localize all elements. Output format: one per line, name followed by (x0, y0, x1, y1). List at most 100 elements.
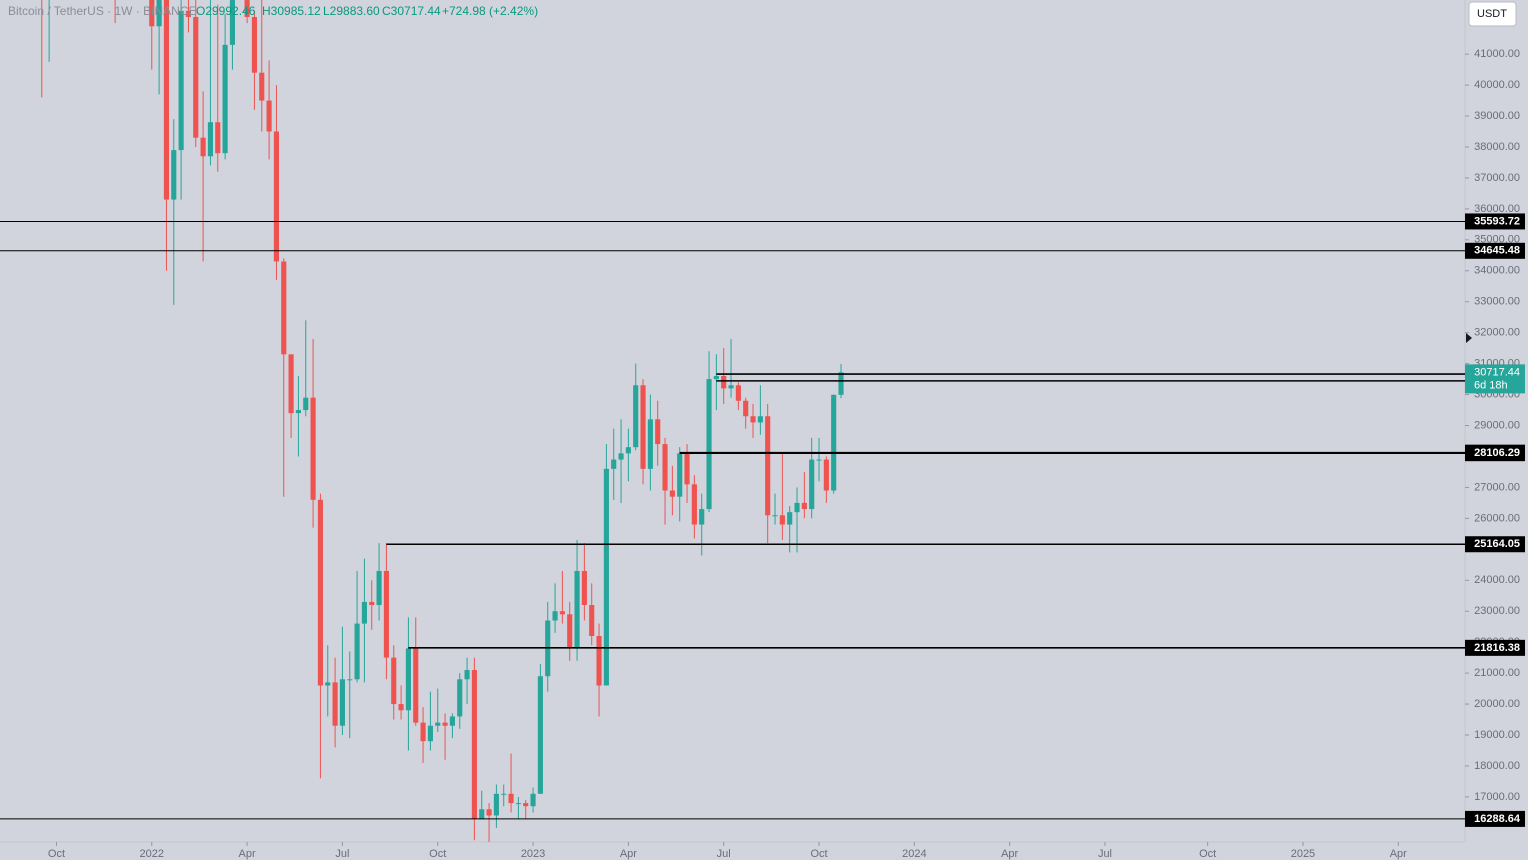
candle-body (251, 16, 257, 73)
candle-body (325, 682, 331, 686)
level-label-bg (1465, 213, 1525, 230)
y-tick-label: 36000.00 (1474, 203, 1520, 215)
candle-body (581, 570, 587, 606)
candle-body (244, 0, 250, 17)
open-value: O29992.46 (196, 4, 256, 18)
y-tick-label: 17000.00 (1474, 791, 1520, 803)
candle-body (640, 385, 646, 469)
candle-body (772, 515, 778, 517)
scroll-marker (1466, 333, 1472, 343)
currency-button-bg[interactable] (1468, 1, 1517, 27)
level-label-bg (1465, 810, 1525, 827)
candle-body (655, 419, 661, 445)
candle-body (735, 385, 741, 401)
header: Bitcoin / TetherUS · 1W · BINANCE O29992… (8, 4, 538, 18)
candle-body (398, 704, 404, 711)
candle-body (508, 793, 514, 804)
high-value: H30985.12 (262, 4, 321, 18)
candle-body (603, 468, 609, 686)
candle-body (787, 512, 793, 525)
candle-body (449, 716, 455, 726)
symbol-title: Bitcoin / TetherUS · 1W · BINANCE (8, 4, 197, 18)
level-label: 35593.72 (1474, 215, 1520, 227)
candle-body (369, 601, 375, 606)
x-tick-label: 2024 (902, 848, 926, 860)
currency-button[interactable]: USDT (1468, 1, 1517, 27)
y-tick-label: 35000.00 (1474, 234, 1520, 246)
y-tick-label: 38000.00 (1474, 141, 1520, 153)
last-price-bg (1465, 364, 1525, 394)
candle-body (486, 809, 492, 816)
candle-body (178, 10, 184, 151)
x-tick-label: Oct (810, 848, 827, 860)
currency-label[interactable]: USDT (1477, 8, 1507, 20)
bar-countdown: 6d 18h (1474, 379, 1508, 391)
candle-body (831, 394, 837, 491)
candle-body (215, 122, 221, 154)
candle-body (281, 261, 287, 355)
level-label: 28106.29 (1474, 447, 1520, 459)
candle-body (266, 100, 272, 132)
candle-body (332, 682, 338, 726)
x-tick-label: Apr (1001, 848, 1018, 860)
candle-body (413, 648, 419, 723)
candle-body (339, 679, 345, 726)
x-tick-label: Jul (717, 848, 731, 860)
candle-body (207, 122, 214, 157)
y-tick-label: 41000.00 (1474, 48, 1520, 60)
candle-body (420, 722, 426, 742)
candle-body (589, 605, 595, 636)
x-tick-label: Apr (1390, 848, 1407, 860)
candle-body (633, 385, 639, 448)
candle-body (310, 397, 316, 500)
change-value: +724.98 (+2.42%) (442, 4, 538, 18)
x-tick-label: Oct (48, 848, 65, 860)
candle-body (501, 793, 507, 795)
y-tick-label: 21000.00 (1474, 667, 1520, 679)
candle-body (442, 722, 448, 726)
candle-body (713, 376, 719, 380)
candle-body (259, 72, 265, 101)
candle-body (303, 397, 309, 411)
candle-body (229, 0, 236, 45)
candle-body (171, 150, 177, 200)
candle-body (779, 515, 785, 525)
candle-body (559, 611, 565, 615)
level-label-bg (1465, 536, 1525, 553)
candle-body (647, 419, 653, 469)
low-value: L29883.60 (323, 4, 380, 18)
candle-body (530, 793, 536, 807)
candle-body (383, 570, 389, 658)
x-tick-label: Oct (429, 848, 446, 860)
candle-body (596, 635, 602, 686)
x-tick-label: Jul (1098, 848, 1112, 860)
x-tick-label: 2025 (1291, 848, 1315, 860)
candle-body (574, 570, 580, 649)
y-tick-label: 32000.00 (1474, 327, 1520, 339)
candle-body (185, 10, 192, 17)
candle-body (677, 453, 683, 497)
candle-body (200, 137, 206, 157)
x-tick-label: Oct (1199, 848, 1216, 860)
x-tick-label: Apr (239, 848, 256, 860)
candle-body (809, 459, 815, 510)
y-tick-label: 37000.00 (1474, 172, 1520, 184)
candle-body (757, 416, 763, 423)
candle-body (691, 484, 697, 525)
axes: 17000.00 18000.00 19000.00 20000.00 21000.00… (48, 48, 1525, 860)
candle-body (743, 400, 749, 417)
candle-body (567, 614, 573, 649)
level-label-bg (1465, 445, 1525, 462)
x-tick-label: Jul (335, 848, 349, 860)
candle-body (816, 459, 822, 461)
candle-body (699, 509, 705, 525)
close-value: C30717.44 (382, 4, 441, 18)
level-label-bg (1465, 639, 1525, 656)
candle-body (163, 0, 170, 200)
candle-body (288, 354, 294, 414)
level-label: 16288.64 (1474, 813, 1521, 825)
y-tick-label: 26000.00 (1474, 512, 1520, 524)
candle-body (376, 570, 382, 606)
level-label: 21816.38 (1474, 642, 1520, 654)
